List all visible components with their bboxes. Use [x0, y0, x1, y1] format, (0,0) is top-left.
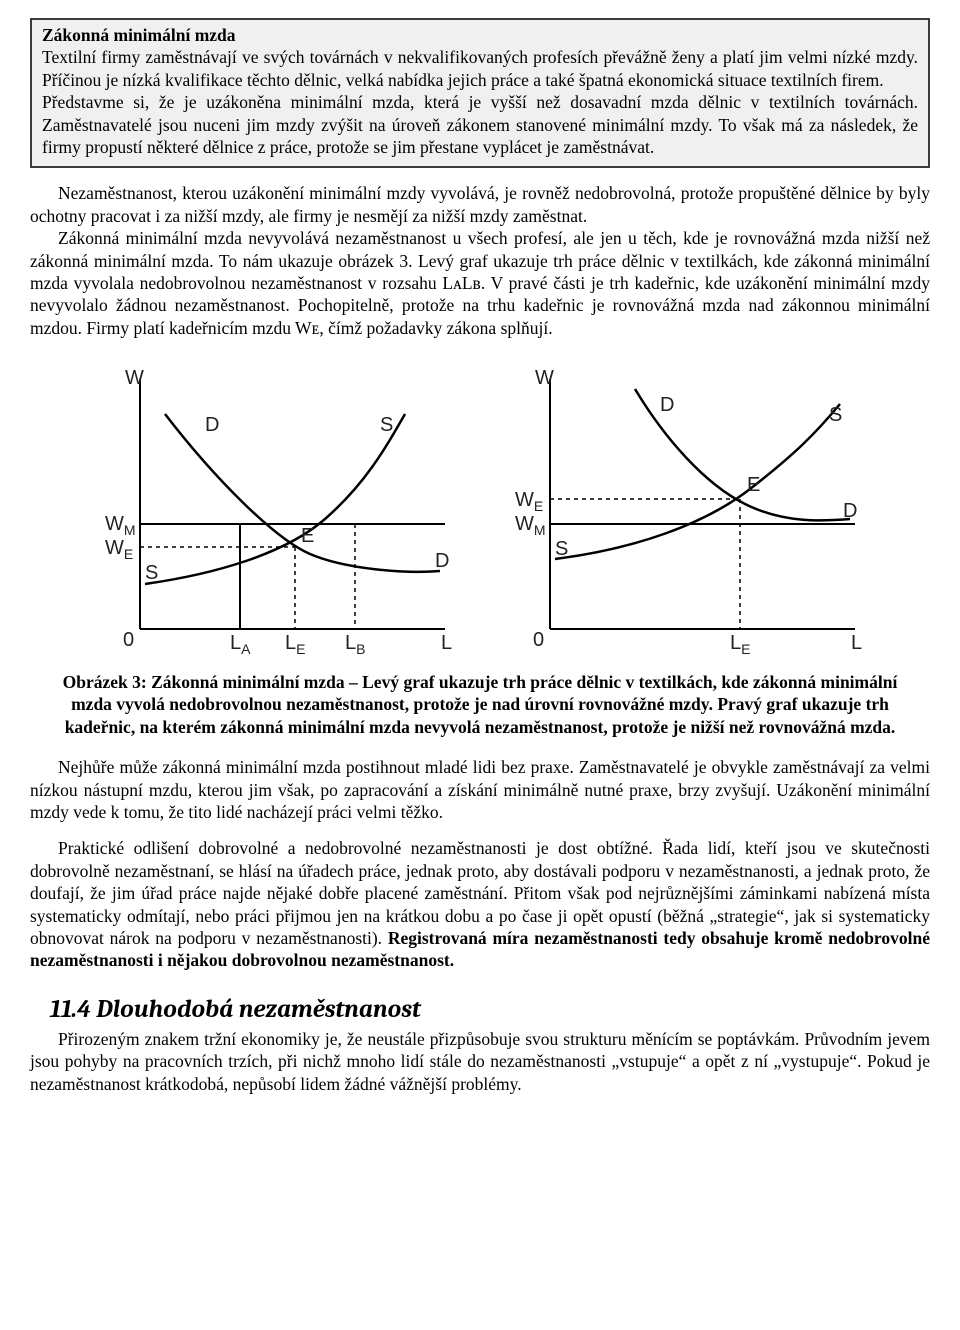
label-WE: WE: [515, 489, 543, 514]
paragraph-4: Praktické odlišení dobrovolné a nedobrov…: [30, 837, 930, 971]
paragraph-2: Zákonná minimální mzda nevyvolává nezamě…: [30, 227, 930, 339]
label-D-right: D: [435, 550, 449, 572]
paragraph-3: Nejhůře může zákonná minimální mzda post…: [30, 756, 930, 823]
chart-left: W 0 L WM WE LA LE LB D S D S E: [85, 359, 465, 659]
box-title: Zákonná minimální mzda: [42, 24, 918, 46]
label-D-top: D: [660, 394, 674, 416]
figure-caption: Obrázek 3: Zákonná minimální mzda – Levý…: [50, 671, 910, 738]
label-W: W: [125, 367, 144, 389]
label-D-top: D: [205, 414, 219, 436]
box-body-1: Textilní firmy zaměstnávají ve svých tov…: [42, 46, 918, 91]
label-WM: WM: [515, 513, 546, 538]
label-W: W: [535, 367, 554, 389]
heading-11-4: 11.4 Dlouhodobá nezaměstnanost: [50, 994, 930, 1026]
box-body-2: Představme si, že je uzákoněna minimální…: [42, 91, 918, 158]
label-LE: LE: [285, 632, 305, 657]
label-S-left: S: [145, 562, 158, 584]
label-E: E: [747, 474, 760, 496]
label-S-left: S: [555, 538, 568, 560]
label-WM: WM: [105, 513, 136, 538]
paragraph-1: Nezaměstnanost, kterou uzákonění minimál…: [30, 182, 930, 227]
label-E: E: [301, 525, 314, 547]
label-L: L: [851, 632, 862, 654]
paragraph-5: Přirozeným znakem tržní ekonomiky je, že…: [30, 1028, 930, 1095]
label-LA: LA: [230, 632, 251, 657]
label-WE: WE: [105, 537, 133, 562]
label-S-top: S: [829, 404, 842, 426]
label-L: L: [441, 632, 452, 654]
label-LE: LE: [730, 632, 750, 657]
label-D-right: D: [843, 500, 857, 522]
chart-right: W 0 L WE WM LE D S D S E: [495, 359, 875, 659]
label-0: 0: [123, 629, 134, 651]
figure-3: W 0 L WM WE LA LE LB D S D S E W 0 L WE …: [30, 359, 930, 659]
info-box: Zákonná minimální mzda Textilní firmy za…: [30, 18, 930, 168]
label-0: 0: [533, 629, 544, 651]
label-LB: LB: [345, 632, 365, 657]
label-S-top: S: [380, 414, 393, 436]
